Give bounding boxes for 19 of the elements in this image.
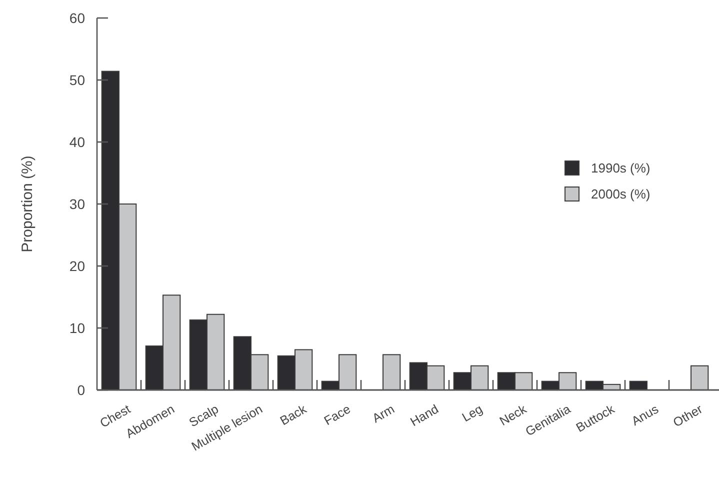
y-tick-label: 30 bbox=[69, 196, 86, 212]
x-tick-label: Anus bbox=[629, 402, 661, 428]
y-tick-label: 50 bbox=[69, 72, 86, 88]
y-tick-label: 60 bbox=[69, 10, 86, 26]
y-axis-title: Proportion (%) bbox=[19, 156, 36, 252]
bar bbox=[690, 365, 709, 390]
x-tick-label: Arm bbox=[370, 402, 397, 426]
y-tick-label: 10 bbox=[69, 320, 86, 336]
y-tick-label: 20 bbox=[69, 258, 86, 274]
x-tick-label: Leg bbox=[460, 402, 485, 425]
x-tick-label: Scalp bbox=[186, 402, 221, 430]
x-tick-label: Face bbox=[322, 402, 353, 428]
x-tick-label: Back bbox=[278, 402, 310, 428]
y-tick-label: 0 bbox=[77, 382, 86, 398]
legend-label: 1990s (%) bbox=[591, 160, 650, 176]
y-tick-label: 40 bbox=[69, 134, 86, 150]
legend-label: 2000s (%) bbox=[591, 186, 650, 202]
bar bbox=[382, 354, 401, 390]
x-tick-label: Other bbox=[670, 402, 705, 430]
